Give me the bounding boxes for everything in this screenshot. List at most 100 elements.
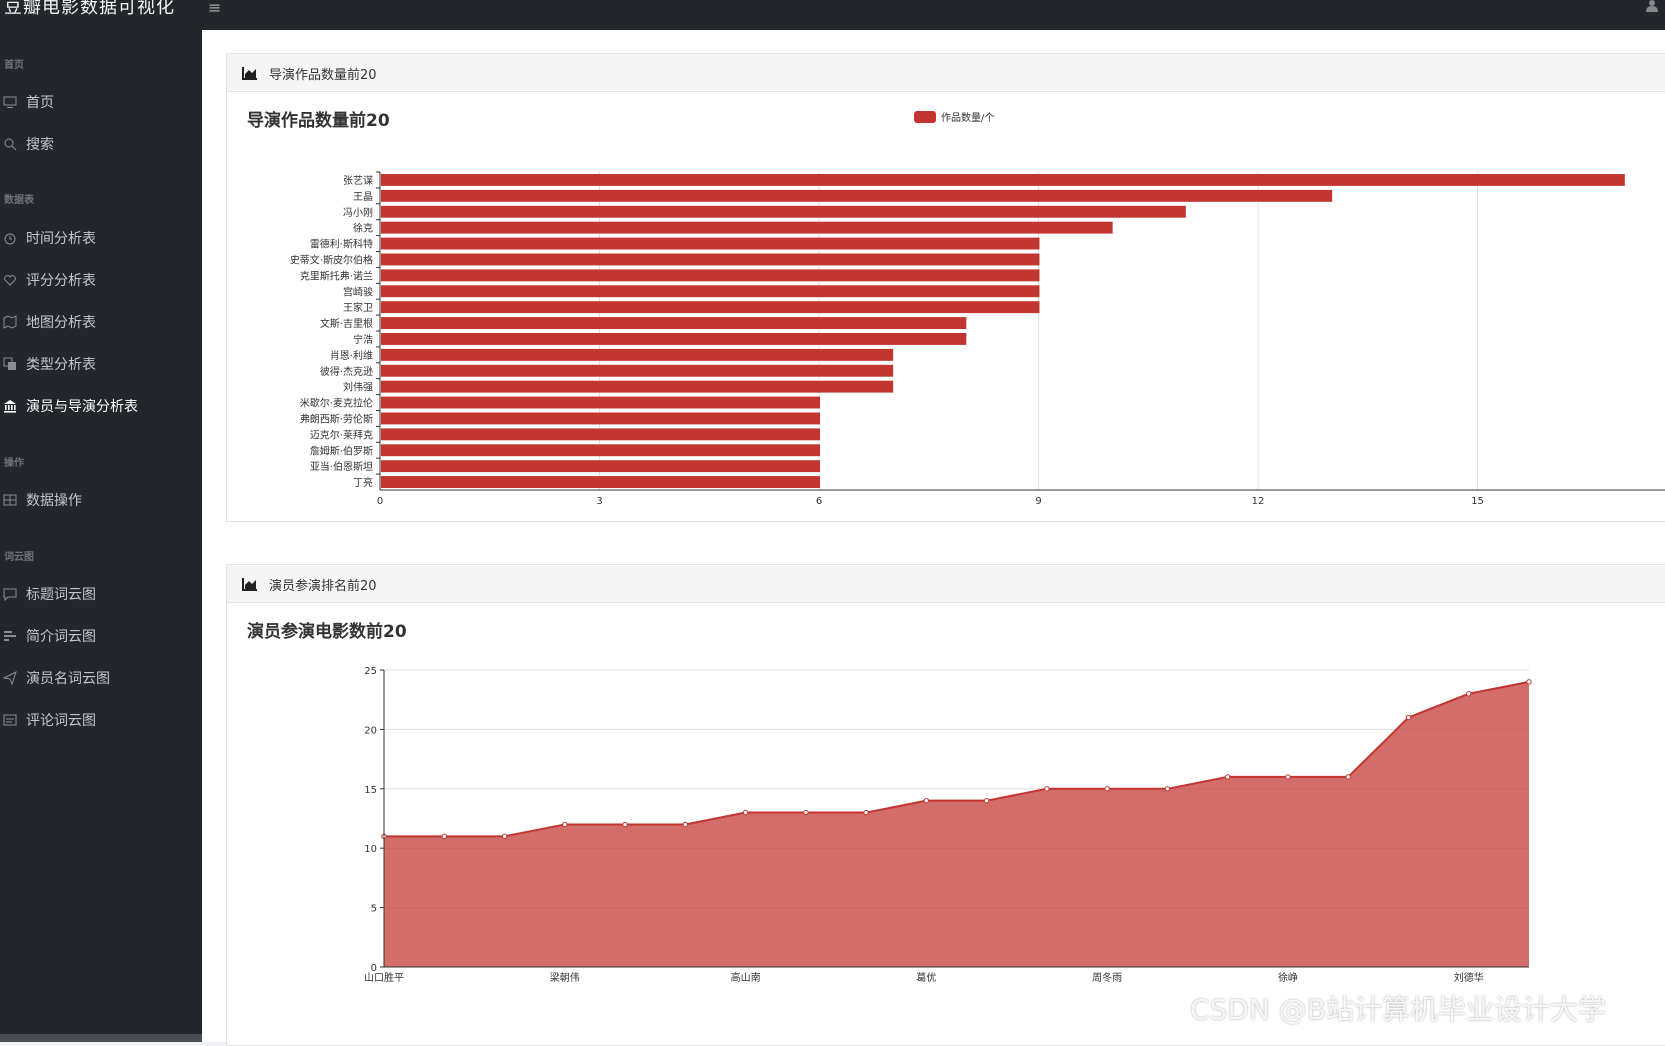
send-icon [3, 671, 17, 685]
y-tick-label: 宫崎骏 [343, 285, 373, 298]
sidebar-item-summary-wordcloud[interactable]: 简介词云图 [0, 621, 202, 651]
sidebar-item-time-analysis[interactable]: 时间分析表 [0, 223, 202, 253]
data-point [622, 821, 628, 828]
data-point [1044, 786, 1050, 792]
area-chart-icon [242, 578, 257, 591]
area-chart-icon [242, 67, 257, 80]
actor-area-chart: 0 5 10 15 20 25 山口胜平 梁朝伟 高山南 葛优 周冬雨 徐峥 刘德华 [364, 666, 1532, 984]
data-point [1164, 786, 1171, 792]
y-tick-label: 彼得·杰克逊 [320, 365, 373, 378]
sidebar-item-comment-wordcloud[interactable]: 评论词云图 [0, 705, 202, 735]
monitor-icon [3, 96, 17, 108]
sidebar-item-home[interactable]: 首页 [0, 87, 202, 117]
sidebar-item-label: 数据操作 [26, 493, 82, 509]
sidebar-section-wordcloud: 词云图 [4, 552, 34, 563]
sidebar-item-data-operations[interactable]: 数据操作 [0, 485, 202, 515]
sidebar-item-label: 首页 [26, 95, 54, 111]
bar [381, 348, 894, 361]
menu-toggle-icon[interactable]: ≡ [208, 0, 222, 17]
sidebar-item-map-analysis[interactable]: 地图分析表 [0, 307, 202, 337]
data-point [682, 821, 689, 828]
bar [381, 460, 820, 473]
sidebar-section-tables: 数据表 [4, 195, 34, 206]
y-tick-label: 宁浩 [353, 333, 373, 346]
sidebar-item-search[interactable]: 搜索 [0, 129, 202, 159]
bar [381, 174, 1625, 186]
y-tick-label: 10 [364, 844, 377, 855]
x-tick-label: 山口胜平 [364, 972, 404, 984]
bar [381, 476, 820, 488]
sidebar-section-home: 首页 [4, 60, 24, 71]
sidebar-item-label: 搜索 [26, 137, 54, 153]
bar [381, 205, 1186, 218]
sidebar-item-label: 评分分析表 [26, 273, 96, 289]
y-tick-label: 25 [364, 666, 377, 677]
user-icon[interactable] [1645, 0, 1659, 12]
y-tick-label: 刘伟强 [343, 381, 373, 394]
sidebar-section-operations: 操作 [4, 458, 24, 469]
sidebar-item-title-wordcloud[interactable]: 标题词云图 [0, 579, 202, 609]
bars-icon [4, 631, 16, 641]
x-tick-label: 12 [1252, 496, 1265, 507]
panel-header: 演员参演排名前20 [227, 565, 1665, 603]
x-tick-label: 3 [596, 496, 602, 507]
sidebar-item-genre-analysis[interactable]: 类型分析表 [0, 349, 202, 379]
y-tick-label: 徐克 [353, 222, 373, 235]
x-tick-label: 6 [816, 496, 822, 507]
data-point [1224, 774, 1231, 780]
sidebar-item-actor-director-analysis[interactable]: 演员与导演分析表 [0, 391, 202, 421]
bar [381, 317, 967, 329]
x-tick-label: 周冬雨 [1092, 971, 1122, 984]
legend-label: 作品数量/个 [941, 111, 994, 124]
bar [381, 412, 820, 425]
y-tick-label: 15 [364, 785, 377, 796]
x-tick-label: 梁朝伟 [550, 971, 580, 984]
app-title[interactable]: 豆瓣电影数据可视化 [4, 0, 175, 18]
legend-marker [914, 111, 936, 123]
sidebar-item-label: 演员与导演分析表 [26, 399, 138, 415]
data-point [1405, 714, 1412, 721]
y-tick-label: 0 [371, 963, 377, 974]
x-tick-label: 高山南 [731, 971, 761, 984]
data-point [1285, 774, 1291, 780]
bar [381, 333, 967, 345]
y-tick-label: 肖恩·利维 [330, 349, 373, 362]
panel-header: 导演作品数量前20 [227, 54, 1665, 92]
x-tick-label: 葛优 [916, 971, 936, 984]
data-point [983, 797, 990, 804]
y-tick-label: 亚当·伯恩斯坦 [310, 460, 373, 473]
sidebar-scrollbar[interactable] [0, 1034, 202, 1042]
data-point [1345, 774, 1351, 780]
y-tick-label: 20 [364, 725, 377, 736]
sidebar-item-label: 时间分析表 [26, 231, 96, 247]
sidebar: 首页 首页 搜索 数据表 时间分析表 评分分析表 地图分析表 类型分析表 演员与… [0, 30, 202, 1042]
director-bar-chart: 0 3 6 9 12 15 张艺谋王晶冯小刚徐克雷德利·斯科特史蒂文·斯皮尔伯格克里斯托弗·… [290, 111, 1665, 507]
y-tick-label: 米歇尔·麦克拉伦 [300, 397, 373, 410]
y-tick-label: 王晶 [353, 191, 373, 203]
y-tick-label: 丁亮 [353, 476, 373, 489]
watermark: CSDN @B站计算机毕业设计大学 [1190, 993, 1606, 1026]
bar [381, 301, 1040, 314]
data-point [501, 833, 508, 840]
area-fill [384, 681, 1529, 967]
data-point [863, 809, 869, 816]
chart-title: 演员参演电影数前20 [247, 622, 407, 642]
copy-icon [3, 357, 16, 370]
message-icon [3, 714, 17, 726]
x-tick-label: 徐峥 [1278, 971, 1298, 984]
sidebar-item-rating-analysis[interactable]: 评分分析表 [0, 265, 202, 295]
data-point [742, 809, 749, 816]
director-chart-panel: 导演作品数量前20 导演作品数量前20 0 3 6 9 12 15 张艺谋 王晶 冯小刚 徐克 雷德… [226, 53, 1665, 522]
series-line [384, 680, 1530, 838]
sidebar-item-label: 地图分析表 [26, 315, 96, 331]
sidebar-item-label: 类型分析表 [26, 357, 96, 373]
data-point [1104, 786, 1110, 792]
sidebar-item-actor-wordcloud[interactable]: 演员名词云图 [0, 663, 202, 693]
data-point [923, 797, 930, 804]
heart-icon [4, 275, 16, 286]
actor-chart-panel: 演员参演排名前20 演员参演电影数前20 0 5 10 15 20 25 山口胜平 梁朝伟 高山… [226, 564, 1665, 1046]
bar [381, 221, 1113, 234]
bar [381, 189, 1333, 202]
table-icon [3, 494, 17, 506]
main-content: 导演作品数量前20 导演作品数量前20 0 3 6 9 12 15 张艺谋 王晶 冯小刚 徐克 雷德… [202, 30, 1665, 1046]
